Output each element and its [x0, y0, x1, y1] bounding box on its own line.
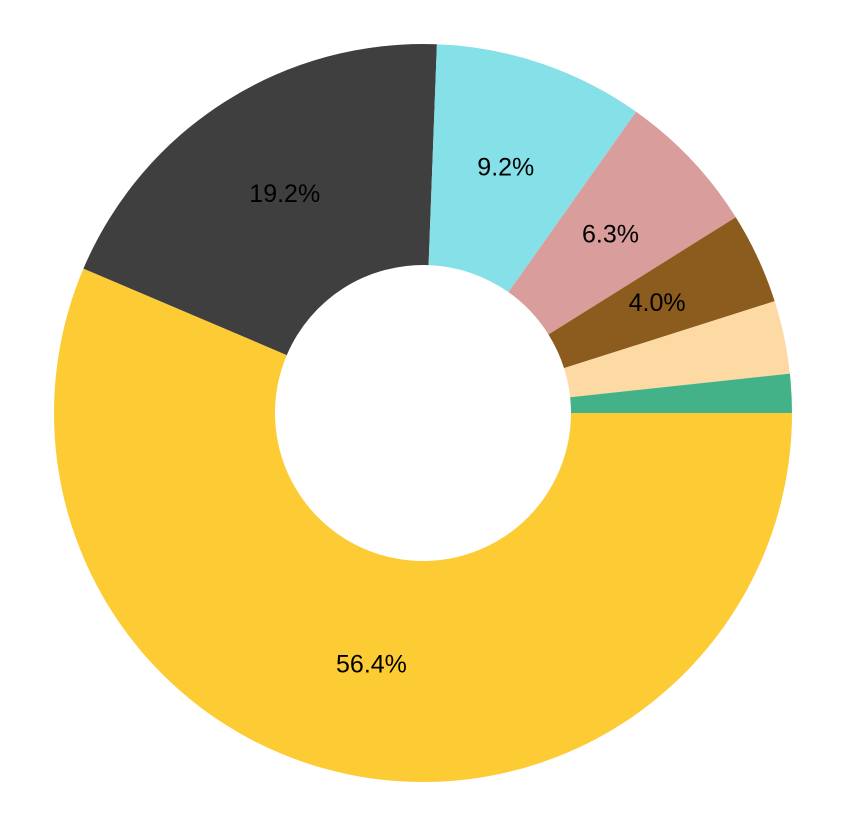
donut-slice	[508, 111, 736, 335]
slice-label: 6.3%	[582, 220, 639, 248]
donut-slice	[54, 268, 792, 782]
donut-slice	[548, 217, 775, 369]
donut-slice	[570, 373, 792, 413]
donut-slice	[564, 301, 790, 398]
slice-label: 56.4%	[336, 650, 407, 678]
slice-label: 4.0%	[629, 289, 686, 317]
donut-slice	[428, 44, 637, 293]
slice-label: 9.2%	[477, 153, 534, 181]
slice-label: 19.2%	[249, 180, 320, 208]
donut-slice	[83, 44, 437, 356]
